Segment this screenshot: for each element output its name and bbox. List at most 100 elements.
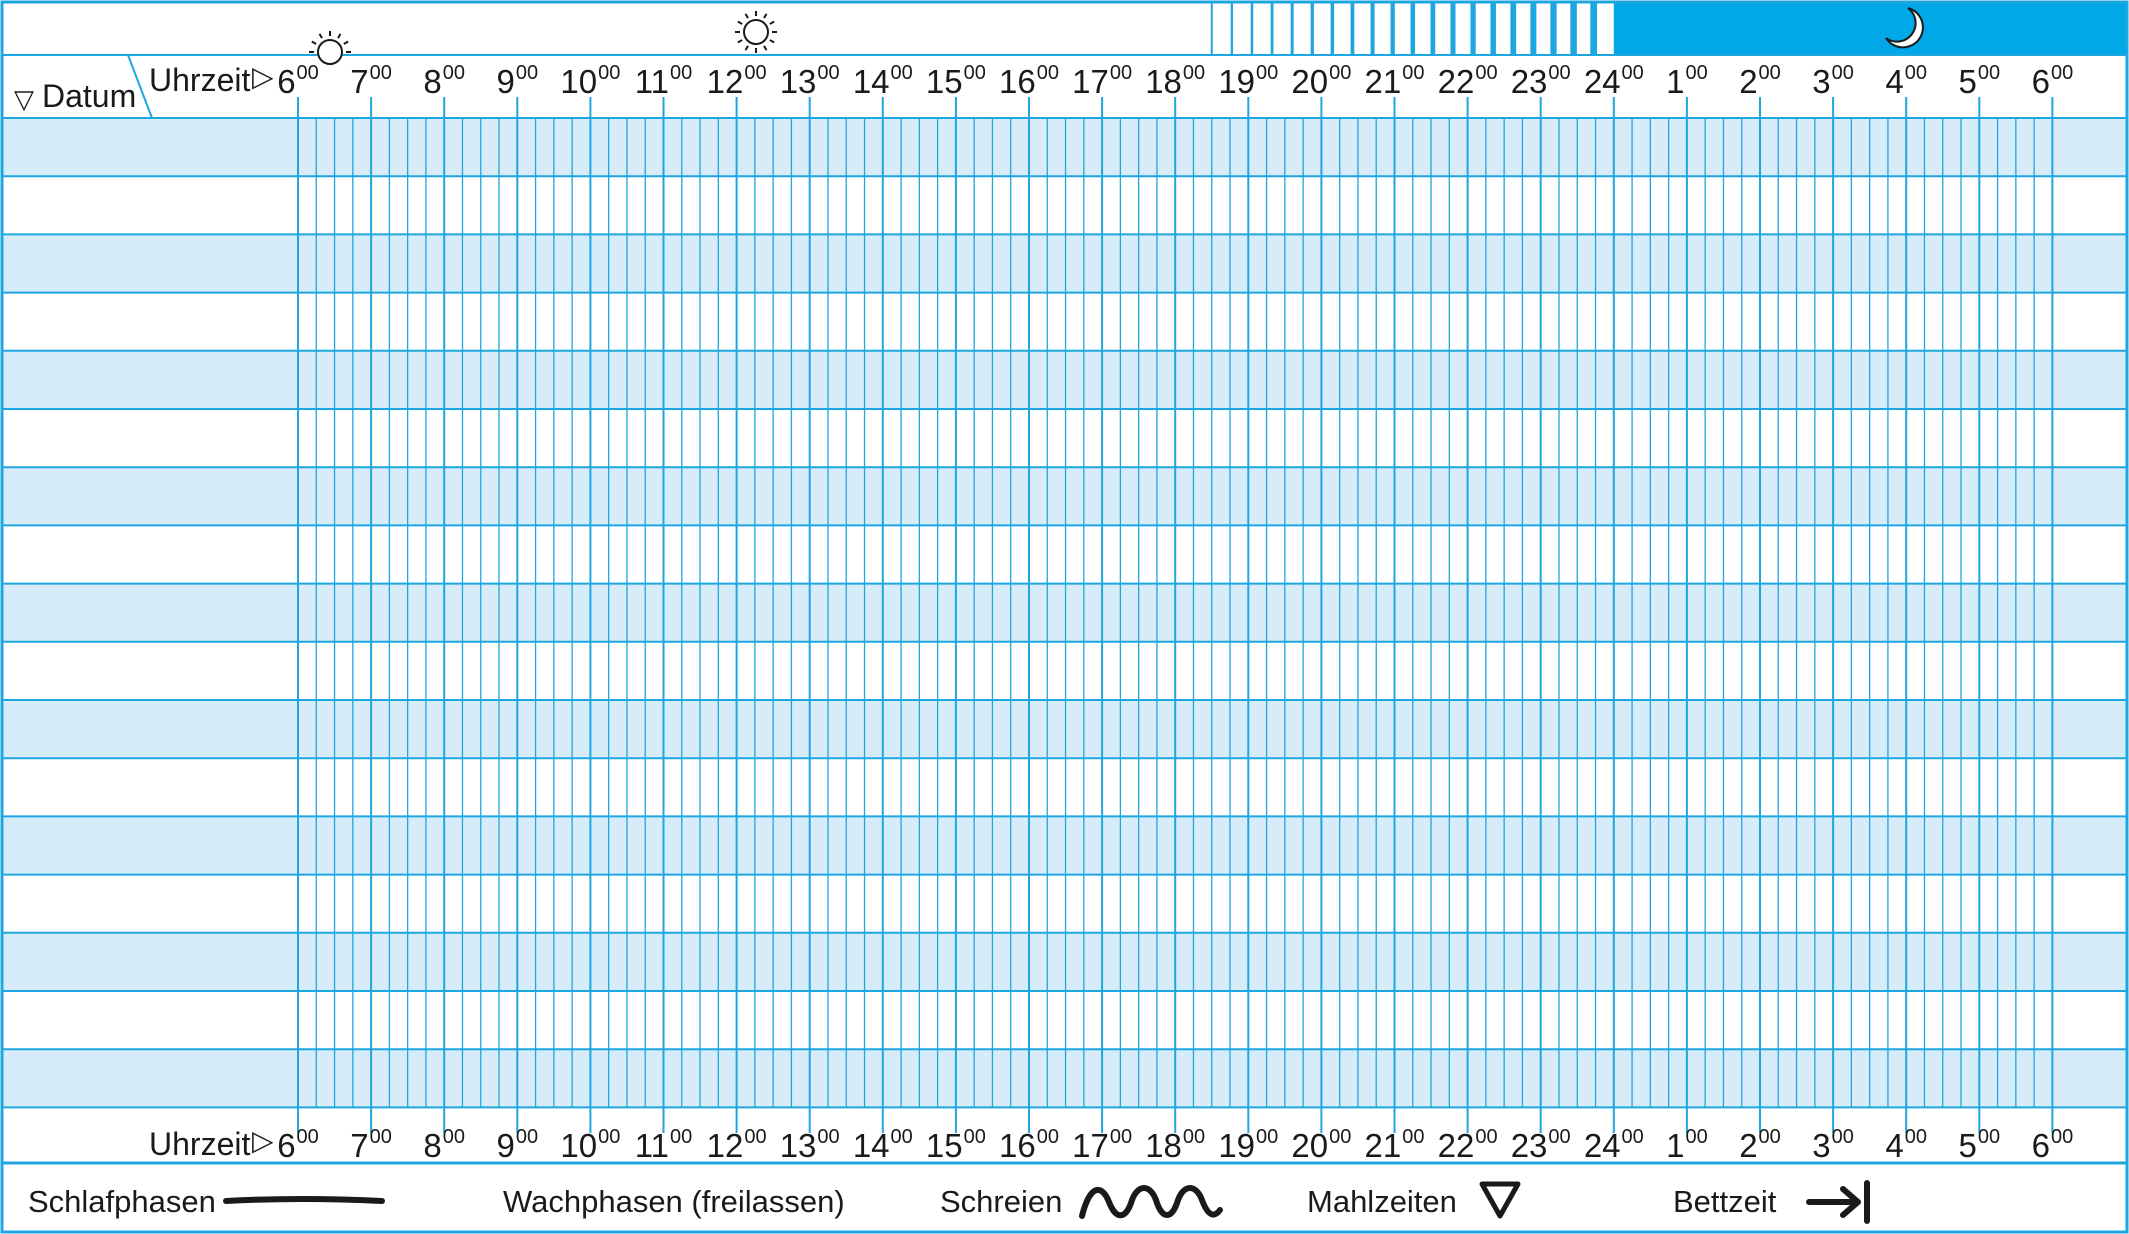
minute-value: 00 bbox=[1685, 1126, 1708, 1148]
hour-value: 1 bbox=[1666, 63, 1685, 100]
legend-sleep-label: Schlafphasen bbox=[28, 1184, 216, 1219]
legend-meals-label: Mahlzeiten bbox=[1307, 1184, 1457, 1219]
minute-value: 00 bbox=[1977, 62, 2001, 84]
minute-value: 00 bbox=[442, 1126, 465, 1148]
hour-value: 3 bbox=[1812, 63, 1831, 100]
minute-value: 00 bbox=[1256, 62, 1279, 84]
bottom-hour-label: 300 bbox=[1812, 1127, 1854, 1162]
hour-value: 22 bbox=[1437, 63, 1475, 100]
minute-value: 00 bbox=[1329, 62, 1352, 84]
diary-row bbox=[2, 292, 2127, 351]
minute-value: 00 bbox=[1256, 1126, 1279, 1148]
hour-value: 24 bbox=[1583, 1127, 1621, 1164]
bottom-hour-label: 1700 bbox=[1072, 1127, 1132, 1162]
bottom-hour-label: 800 bbox=[423, 1127, 465, 1162]
hour-value: 4 bbox=[1885, 63, 1904, 100]
hour-value: 10 bbox=[560, 63, 598, 100]
hour-value: 17 bbox=[1072, 63, 1109, 100]
hour-value: 18 bbox=[1145, 63, 1182, 100]
minute-value: 00 bbox=[515, 62, 539, 84]
bottom-hour-label: 1500 bbox=[926, 1127, 986, 1162]
hour-value: 14 bbox=[852, 63, 890, 100]
hour-value: 14 bbox=[852, 1127, 890, 1164]
hour-value: 21 bbox=[1364, 1127, 1402, 1164]
top-hour-label: 1800 bbox=[1145, 63, 1205, 98]
bottom-hour-label: 1200 bbox=[707, 1127, 767, 1162]
minute-value: 00 bbox=[1329, 1126, 1352, 1148]
hour-value: 7 bbox=[350, 63, 369, 100]
minute-value: 00 bbox=[890, 62, 913, 84]
hour-value: 11 bbox=[634, 1127, 670, 1164]
time-marker-bottom: ▷ bbox=[252, 1125, 274, 1156]
bottom-hour-label: 600 bbox=[2032, 1127, 2074, 1162]
top-hour-label: 400 bbox=[1885, 63, 1927, 98]
top-hour-label: 1300 bbox=[780, 63, 840, 98]
minute-value: 00 bbox=[1109, 62, 1133, 84]
hour-value: 16 bbox=[999, 63, 1036, 100]
hour-value: 5 bbox=[1958, 63, 1977, 100]
bottom-hour-label: 600 bbox=[277, 1127, 319, 1162]
top-hour-label: 700 bbox=[350, 63, 392, 98]
date-label: Datum bbox=[42, 78, 137, 114]
diary-row bbox=[2, 525, 2127, 584]
hour-value: 6 bbox=[277, 63, 296, 100]
meal-triangle-icon bbox=[1479, 1181, 1521, 1219]
top-hour-label: 900 bbox=[496, 63, 538, 98]
minute-value: 00 bbox=[296, 1126, 319, 1148]
top-hour-label: 2000 bbox=[1291, 63, 1351, 98]
hour-value: 24 bbox=[1583, 63, 1621, 100]
minute-value: 00 bbox=[1758, 62, 1781, 84]
minute-value: 00 bbox=[1548, 1126, 1571, 1148]
hour-value: 2 bbox=[1739, 1127, 1758, 1164]
top-hour-label: 300 bbox=[1812, 63, 1854, 98]
bottom-hour-label: 1600 bbox=[999, 1127, 1059, 1162]
minute-value: 00 bbox=[670, 62, 693, 84]
top-hour-label: 1400 bbox=[853, 63, 913, 98]
bottom-hour-label: 500 bbox=[1958, 1127, 2000, 1162]
hour-value: 21 bbox=[1364, 63, 1402, 100]
minute-value: 00 bbox=[1182, 1126, 1206, 1148]
minute-value: 00 bbox=[744, 1126, 767, 1148]
hour-value: 1 bbox=[1666, 1127, 1685, 1164]
hour-value: 6 bbox=[2031, 1127, 2050, 1164]
hour-value: 5 bbox=[1958, 1127, 1977, 1164]
diary-row bbox=[2, 932, 2127, 991]
minute-value: 00 bbox=[670, 1126, 693, 1148]
minute-value: 00 bbox=[1402, 1126, 1425, 1148]
diary-row bbox=[2, 409, 2127, 468]
minute-value: 00 bbox=[1904, 62, 1927, 84]
top-hour-label: 1000 bbox=[560, 63, 620, 98]
minute-value: 00 bbox=[1758, 1126, 1781, 1148]
legend-bedtime-label: Bettzeit bbox=[1673, 1184, 1777, 1219]
hour-value: 4 bbox=[1885, 1127, 1904, 1164]
minute-value: 00 bbox=[442, 62, 465, 84]
top-hour-label: 1900 bbox=[1218, 63, 1278, 98]
hour-value: 9 bbox=[496, 63, 515, 100]
sun-full-icon bbox=[735, 11, 777, 53]
top-hour-label: 100 bbox=[1666, 63, 1708, 98]
hour-value: 20 bbox=[1291, 63, 1329, 100]
bottom-hour-label: 1000 bbox=[560, 1127, 620, 1162]
minute-value: 00 bbox=[515, 1126, 539, 1148]
legend-awake-label: Wachphasen (freilassen) bbox=[503, 1184, 845, 1219]
hour-value: 16 bbox=[999, 1127, 1036, 1164]
minute-value: 00 bbox=[1036, 62, 1059, 84]
top-hour-label: 1500 bbox=[926, 63, 986, 98]
minute-value: 00 bbox=[1977, 1126, 2001, 1148]
bottom-hour-label: 700 bbox=[350, 1127, 392, 1162]
minute-value: 00 bbox=[1109, 1126, 1133, 1148]
hour-value: 9 bbox=[496, 1127, 515, 1164]
diary-row bbox=[2, 234, 2127, 293]
top-hour-label: 2400 bbox=[1584, 63, 1644, 98]
minute-value: 00 bbox=[2050, 62, 2074, 84]
hour-value: 8 bbox=[423, 63, 442, 100]
bottom-hour-label: 2000 bbox=[1291, 1127, 1351, 1162]
hour-value: 20 bbox=[1291, 1127, 1329, 1164]
time-marker-top: ▷ bbox=[252, 61, 274, 92]
minute-value: 00 bbox=[1831, 1126, 1854, 1148]
minute-value: 00 bbox=[598, 1126, 621, 1148]
hour-value: 15 bbox=[925, 63, 963, 100]
minute-value: 00 bbox=[2050, 1126, 2074, 1148]
hour-value: 13 bbox=[779, 1127, 817, 1164]
